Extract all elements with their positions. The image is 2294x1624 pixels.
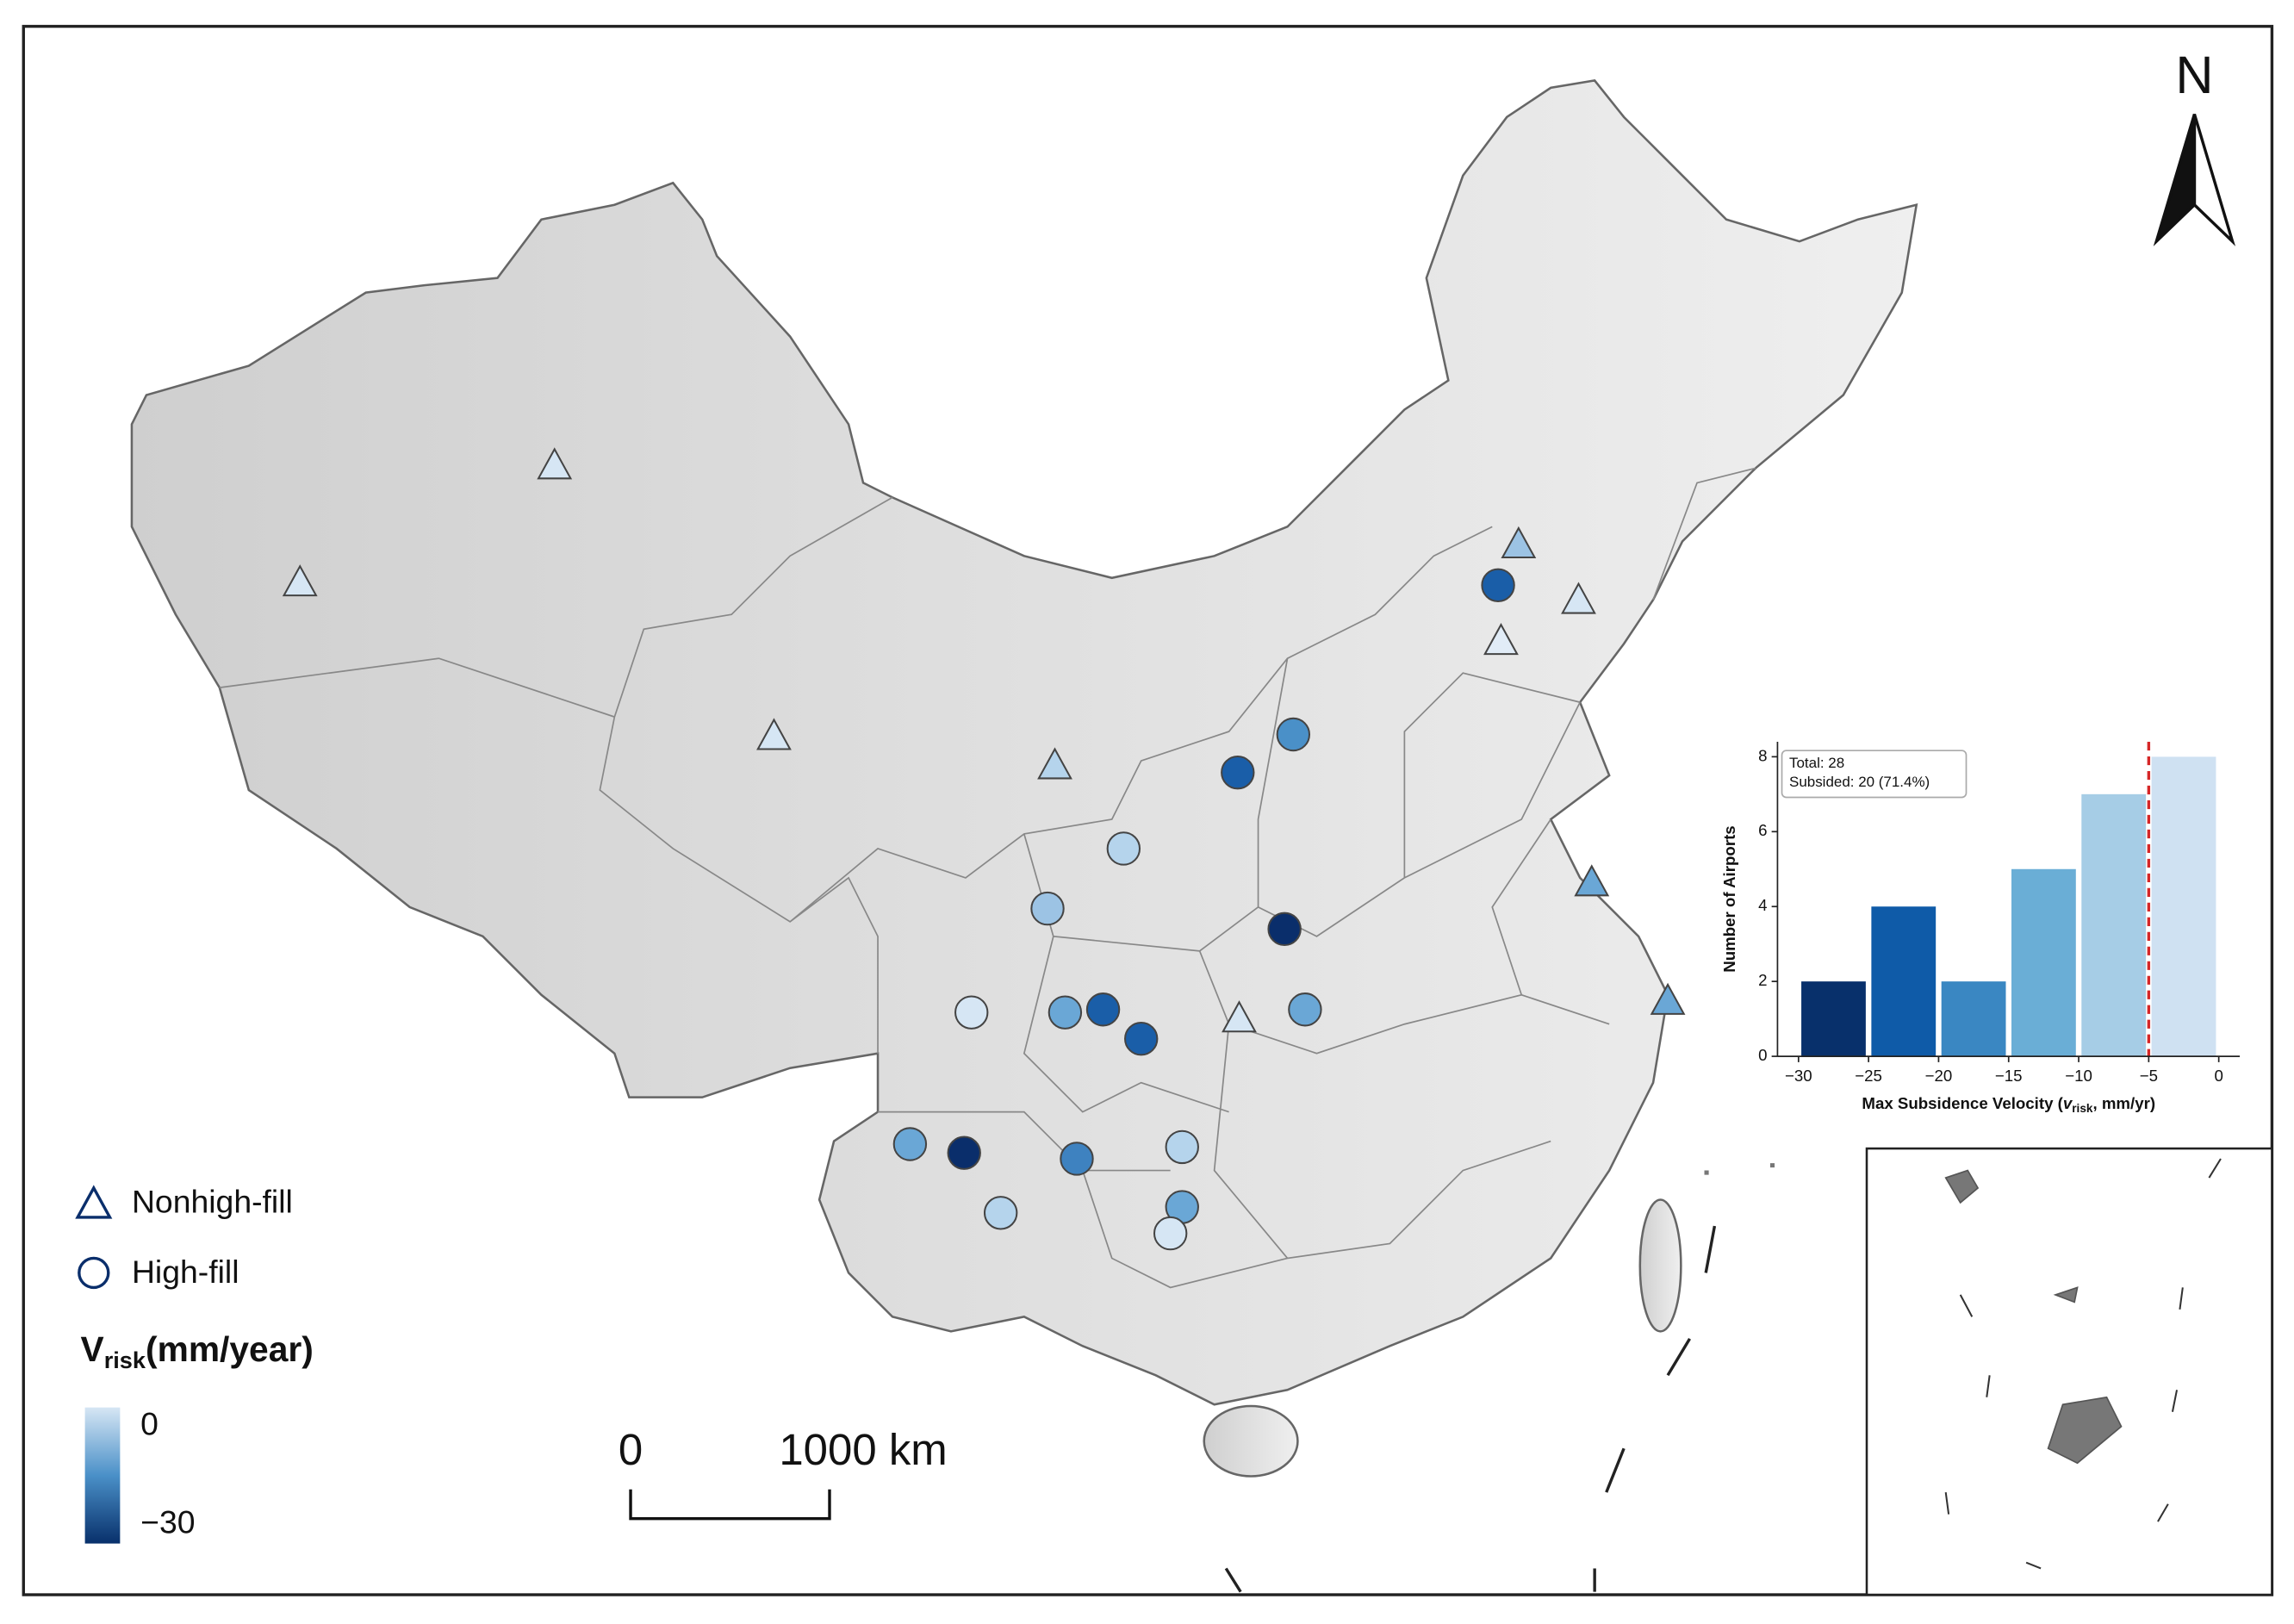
colorbar-title-var: V — [81, 1329, 104, 1369]
high-fill-marker — [1124, 1022, 1159, 1056]
y-axis-label: Number of Airports — [1720, 825, 1738, 972]
taiwan — [1638, 1198, 1682, 1333]
histogram-inset: 0 2 4 6 8 −30 −25 −20 −15 −10 −5 0 Number of Airport… — [1704, 724, 2246, 1127]
scale-bar-line — [629, 1489, 831, 1521]
scale-bar: 0 1000 km — [619, 1425, 948, 1521]
annotation-text: Subsided: 20 (71.4%) — [1789, 774, 1930, 790]
high-fill-marker — [1288, 992, 1322, 1027]
scale-end-label: 1000 km — [779, 1425, 947, 1474]
bar — [2011, 868, 2076, 1057]
high-fill-marker — [1085, 992, 1121, 1027]
nonhigh-fill-marker — [1561, 582, 1596, 614]
y-tick-label: 4 — [1758, 896, 1767, 914]
bar — [1871, 906, 1937, 1057]
x-axis-label-part: , mm/yr) — [2092, 1094, 2155, 1112]
nonhigh-fill-marker — [1483, 623, 1519, 656]
y-tick-label: 0 — [1758, 1046, 1767, 1064]
bar — [1941, 981, 2006, 1057]
base-map — [130, 79, 1918, 1478]
nonhigh-fill-marker — [756, 718, 792, 750]
nonhigh-fill-marker — [1650, 982, 1686, 1015]
bar — [2151, 756, 2216, 1057]
y-tick-label: 2 — [1758, 971, 1767, 989]
high-fill-marker — [1048, 995, 1083, 1030]
annotation-text: Total: 28 — [1789, 755, 1844, 771]
x-tick-label: 0 — [2214, 1067, 2223, 1085]
colorbar-title-sub: risk — [104, 1347, 146, 1373]
nonhigh-fill-marker — [1037, 747, 1072, 780]
legend-label: Nonhigh-fill — [132, 1183, 293, 1219]
x-tick-label: −10 — [2065, 1067, 2092, 1085]
north-label: N — [2175, 46, 2213, 104]
colorbar-tick-label: 0 — [140, 1406, 159, 1442]
nonhigh-fill-marker — [282, 564, 318, 597]
x-axis-label-part: v — [2063, 1094, 2073, 1112]
high-fill-marker — [1481, 568, 1515, 602]
colorbar — [84, 1407, 121, 1544]
high-fill-marker — [1267, 912, 1302, 947]
y-tick-label: 6 — [1758, 821, 1767, 839]
legend: Nonhigh-fill High-fill Vrisk(mm/year) 0 −… — [75, 1183, 314, 1544]
inset-islands — [1944, 1169, 2123, 1465]
high-fill-marker — [892, 1127, 928, 1161]
high-fill-marker — [1060, 1142, 1094, 1176]
high-fill-marker — [1276, 717, 1311, 752]
colorbar-tick-label: −30 — [140, 1503, 195, 1540]
high-fill-marker — [947, 1136, 981, 1170]
x-tick-label: −20 — [1925, 1067, 1953, 1085]
high-fill-marker — [1106, 831, 1141, 866]
north-arrow: N — [2153, 46, 2236, 246]
boundary-dashes — [1224, 1225, 1717, 1593]
north-arrow-left — [2153, 113, 2197, 246]
x-tick-label: −25 — [1855, 1067, 1882, 1085]
high-fill-marker — [1030, 891, 1065, 926]
legend-label: High-fill — [132, 1254, 239, 1290]
x-axis-label: Max Subsidence Velocity (vrisk, mm/yr) — [1862, 1094, 2155, 1115]
nonhigh-fill-marker — [537, 447, 573, 480]
x-tick-label: −5 — [2140, 1067, 2158, 1085]
x-axis-label-part: risk — [2072, 1102, 2093, 1115]
nonhigh-fill-marker — [1574, 864, 1610, 897]
scale-start-label: 0 — [619, 1425, 643, 1474]
country-outline — [130, 79, 1918, 1406]
inset-dashes — [1944, 1158, 2222, 1570]
high-fill-marker — [954, 995, 989, 1030]
x-tick-label: −30 — [1785, 1067, 1812, 1085]
province-lines — [219, 467, 1756, 1289]
colorbar-title-unit: (mm/year) — [146, 1329, 314, 1369]
colorbar-title: Vrisk(mm/year) — [81, 1329, 314, 1373]
high-fill-marker — [983, 1196, 1018, 1230]
hainan — [1203, 1404, 1299, 1478]
legend-triangle — [75, 1185, 113, 1219]
bar — [2081, 793, 2147, 1057]
x-tick-label: −15 — [1995, 1067, 2023, 1085]
y-tick-label: 8 — [1758, 746, 1767, 764]
high-fill-marker — [1153, 1216, 1188, 1251]
south-china-sea-inset — [1224, 1147, 2273, 1596]
high-fill-marker — [1221, 755, 1255, 790]
nonhigh-fill-marker — [1222, 1000, 1257, 1033]
legend-circle — [78, 1256, 110, 1290]
high-fill-marker — [1165, 1129, 1199, 1165]
x-axis-label-part: Max Subsidence Velocity ( — [1862, 1094, 2063, 1112]
annotation-box — [1781, 750, 1968, 799]
airport-markers — [282, 447, 1686, 1251]
bar — [1801, 981, 1866, 1057]
inset-frame — [1865, 1147, 2273, 1596]
nonhigh-fill-marker — [1501, 526, 1537, 559]
